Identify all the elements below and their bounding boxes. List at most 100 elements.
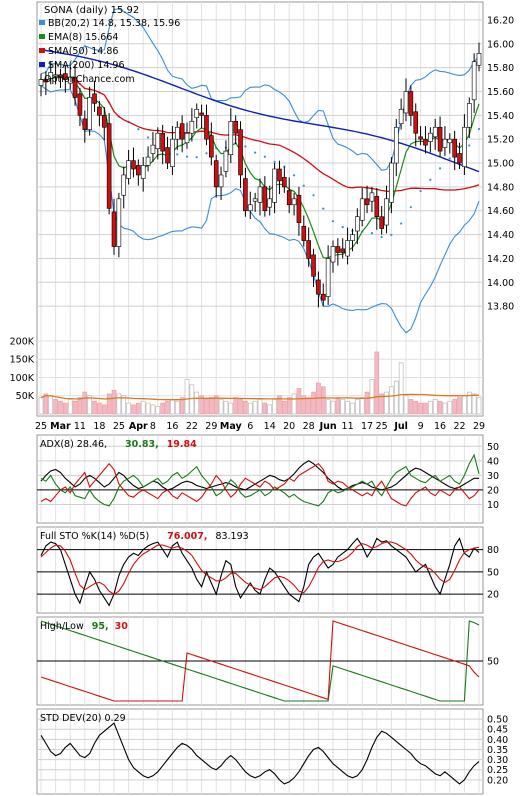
- adx-grid: [37, 435, 483, 523]
- candle-body: [101, 115, 107, 128]
- bollinger-mid-dot: [273, 160, 276, 163]
- x-tick-label: Mar: [50, 421, 71, 432]
- bollinger-mid-dot: [312, 194, 315, 197]
- bollinger-mid-dot: [331, 220, 335, 223]
- y-tick-label: 10: [487, 500, 499, 511]
- price-panel: 16.20 16.00 15.80 15.60 15.40 15.20 15.00 14.80…: [10, 1, 514, 417]
- bollinger-mid-dot: [341, 226, 344, 229]
- x-tick-label: 29: [205, 421, 217, 432]
- candle-body: [165, 147, 170, 164]
- volume-bar: [432, 399, 438, 415]
- candle-body: [233, 120, 238, 134]
- candle-body: [384, 198, 389, 226]
- volume-bar: [442, 402, 448, 415]
- legend-swatch-bb: [39, 20, 45, 25]
- legend-swatch-ema: [39, 34, 45, 39]
- volume-bar: [67, 399, 73, 415]
- volume-average-line: [40, 393, 479, 401]
- volume-bar: [359, 397, 365, 415]
- volume-bar: [213, 395, 219, 415]
- volume-bar: [462, 395, 467, 415]
- volume-bar: [155, 406, 161, 415]
- candle-body: [311, 254, 316, 277]
- candle-body: [428, 132, 433, 142]
- candle-body: [72, 76, 78, 98]
- candle-body: [150, 144, 156, 154]
- volume-bar: [58, 400, 63, 415]
- volume-bar: [286, 397, 292, 415]
- volume-bar: [228, 402, 234, 415]
- legend-sma200: SMA(200) 14.96: [48, 60, 125, 71]
- highlow-legend: High/Low 95, 30: [40, 621, 128, 632]
- adx-legend-plus-di: 30.83,: [125, 439, 159, 450]
- bollinger-mid-dot: [176, 153, 179, 156]
- volume-bar: [447, 400, 453, 415]
- stochastic-y-tick-labels: 80 50 20: [487, 545, 499, 601]
- candle-body: [160, 132, 165, 152]
- volume-bar: [179, 397, 185, 415]
- candle-body: [277, 168, 282, 182]
- candle-body: [209, 135, 214, 158]
- y-tick-label: 0.20: [487, 775, 508, 786]
- volume-bar: [121, 395, 127, 415]
- adx-y-tick-labels: 50 40 30 20 10: [487, 442, 499, 511]
- bollinger-mid-dot: [146, 136, 150, 139]
- y-tick-label: 14.20: [487, 254, 514, 265]
- volume-bar: [393, 380, 399, 415]
- sma200-line: [40, 49, 480, 173]
- volume-bar: [423, 402, 428, 415]
- volume-bar: [257, 399, 263, 415]
- x-tick-label: Jun: [319, 421, 337, 432]
- adx-legend-minus-di: 19.84: [167, 439, 197, 450]
- candle-body: [413, 111, 419, 134]
- candle-body: [452, 138, 457, 158]
- y-tick-label: 0.50: [487, 715, 508, 726]
- candle-body: [355, 216, 360, 232]
- y-tick-label: 15.60: [487, 87, 514, 98]
- series-line--d: [40, 541, 480, 595]
- x-tick-label: May: [220, 421, 243, 432]
- y-tick-label: 14.80: [487, 182, 514, 193]
- volume-bar: [408, 399, 414, 415]
- candle-body: [282, 177, 287, 188]
- volume-bar: [272, 399, 277, 415]
- bollinger-mid-dot: [263, 155, 266, 158]
- y-tick-label: 16.00: [487, 39, 514, 50]
- highlow-legend-low: 30: [115, 621, 129, 632]
- stochastic-legend-label: Full STO %K(14) %D(5): [40, 531, 149, 542]
- volume-bar: [437, 400, 443, 415]
- y-tick-label: 0.25: [487, 765, 508, 776]
- y-tick-label: 20: [487, 590, 499, 601]
- candle-body: [174, 126, 180, 140]
- candle-body: [476, 53, 482, 66]
- legend-sma50: SMA(50) 14.86: [48, 46, 118, 57]
- y-tick-label: 0.35: [487, 745, 508, 756]
- y-tick-label: 80: [487, 545, 499, 556]
- candle-body: [92, 93, 97, 104]
- x-tick-label: 6: [247, 421, 253, 432]
- bollinger-mid-dot: [409, 206, 412, 209]
- y-tick-label: 50: [487, 442, 499, 453]
- highlow-legend-label: High/Low: [40, 621, 84, 632]
- candle-body: [58, 74, 63, 78]
- volume-bar: [345, 400, 350, 415]
- candle-body: [379, 216, 384, 229]
- volume-bar: [320, 386, 326, 415]
- volume-bar: [282, 400, 287, 415]
- y-tick-label: 30: [487, 471, 499, 482]
- volume-bar: [466, 391, 472, 415]
- volume-bar: [330, 400, 336, 415]
- volume-tick-label: 150K: [10, 355, 35, 366]
- bollinger-mid-dot: [292, 174, 296, 177]
- candle-body: [340, 248, 346, 253]
- candle-body: [82, 118, 88, 130]
- candle-body: [111, 211, 117, 247]
- bollinger-mid-dot: [205, 152, 208, 155]
- candle-body: [218, 174, 224, 188]
- x-tick-label: 20: [283, 421, 295, 432]
- price-y-tick-labels: 16.20 16.00 15.80 15.60 15.40 15.20 15.00 14.80…: [487, 15, 514, 312]
- highlow-panel: 50 High/Low 95, 30: [36, 616, 499, 706]
- candle-body: [418, 136, 423, 140]
- candle-body: [447, 138, 453, 144]
- y-tick-label: 14.00: [487, 278, 514, 289]
